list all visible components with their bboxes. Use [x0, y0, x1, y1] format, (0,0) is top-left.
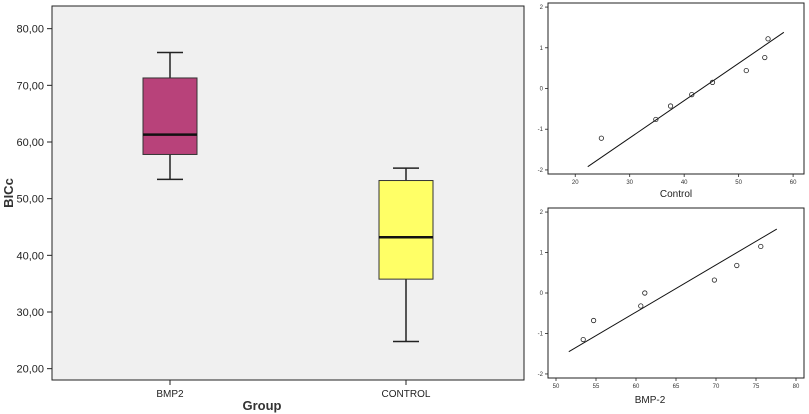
qq-control-x-tick-label: 20	[572, 180, 579, 186]
qq-control-title: Control	[660, 189, 692, 200]
qq-bmp2-point	[590, 317, 597, 324]
qq-bmp2-y-tick-label: 2	[540, 210, 544, 216]
qq-bmp2-x-tick-label: 75	[753, 384, 760, 390]
qq-bmp2-axes: 2 1 0 -1 -2 50 55 60 65 70 75 80	[538, 210, 800, 390]
qq-control-y-tick-label: 2	[540, 5, 544, 11]
qq-control-x-tick-label: 40	[681, 180, 688, 186]
qq-bmp2-x-tick-label: 80	[793, 384, 800, 390]
qq-control-reference-line	[587, 31, 785, 168]
qq-control-y-tick-label: 0	[540, 87, 544, 93]
qq-control-x-tick-label: 50	[735, 180, 742, 186]
qq-bmp2-x-tick-label: 55	[593, 384, 600, 390]
qq-bmp2-x-tick-label: 50	[553, 384, 560, 390]
qq-control-point	[689, 92, 695, 98]
qq-control-marks	[587, 31, 785, 168]
qq-bmp2-x-tick-label: 65	[673, 384, 680, 390]
boxplot-y-axis-title: BICc	[1, 178, 16, 208]
box-iqr	[378, 180, 434, 280]
qq-bmp2-marks	[568, 228, 778, 353]
qq-control-x-tick-label: 30	[626, 180, 633, 186]
boxplot-y-tick-label: 50,00	[16, 194, 44, 206]
qq-bmp2-title: BMP-2	[635, 395, 666, 406]
boxplot-y-tick-label: 20,00	[16, 364, 44, 376]
boxplot-marks	[142, 51, 434, 343]
boxplot-y-tick-label: 80,00	[16, 24, 44, 36]
qq-control-point	[709, 79, 716, 85]
boxplot-x-tick-label: CONTROL	[382, 389, 431, 400]
qq-bmp2-x-tick-label: 70	[713, 384, 720, 390]
qq-control-axes: 2 1 0 -1 -2 20 30 40 50 60	[538, 5, 797, 186]
qq-bmp2-y-tick-label: 0	[540, 291, 544, 297]
qq-bmp2-y-tick-label: -2	[538, 372, 544, 378]
qq-control-point	[667, 103, 674, 109]
box-iqr	[142, 77, 198, 155]
qq-control-y-tick-label: -1	[538, 127, 544, 133]
qq-panel-bmp2: 2 1 0 -1 -2 50 55 60 65 70 75 80 BMP-2	[538, 207, 805, 406]
boxplot-y-axis: 20,00 30,00 40,00 50,00 60,00 70,00 80,00	[16, 24, 52, 376]
qq-control-point	[765, 36, 771, 42]
qq-control-y-tick-label: 1	[540, 46, 544, 52]
boxplot-y-tick-label: 70,00	[16, 80, 44, 92]
qq-bmp2-point	[734, 262, 740, 269]
qq-control-point	[743, 67, 749, 74]
qq-control-point	[762, 54, 768, 61]
boxplot-x-axis-title: Group	[243, 398, 282, 413]
boxplot-x-axis: BMP2 CONTROL	[156, 380, 431, 400]
boxplot-y-tick-label: 30,00	[16, 307, 44, 319]
qq-control-plot-area	[547, 2, 805, 175]
boxplot-y-tick-label: 60,00	[16, 137, 44, 149]
qq-bmp2-point	[580, 336, 586, 343]
qq-bmp2-point	[758, 243, 764, 250]
qq-control-y-tick-label: -2	[538, 168, 544, 174]
qq-bmp2-x-tick-label: 60	[633, 384, 640, 390]
qq-control-x-tick-label: 60	[790, 180, 797, 186]
qq-bmp2-reference-line	[568, 228, 778, 353]
box-control	[378, 167, 434, 343]
boxplot-panel: 20,00 30,00 40,00 50,00 60,00 70,00 80,00 BMP2…	[1, 5, 525, 413]
qq-bmp2-y-tick-label: 1	[540, 251, 544, 257]
qq-bmp2-point	[638, 303, 644, 309]
qq-bmp2-point	[642, 290, 648, 296]
qq-control-point	[598, 135, 604, 141]
boxplot-x-tick-label: BMP2	[156, 389, 184, 400]
qq-bmp2-point	[711, 277, 718, 283]
qq-control-point	[653, 116, 659, 123]
qq-panel-control: 2 1 0 -1 -2 20 30 40 50 60 Control	[538, 2, 805, 200]
box-bmp2	[142, 51, 198, 181]
qq-bmp2-plot-area	[547, 207, 805, 379]
boxplot-plot-area	[51, 5, 525, 381]
qq-bmp2-y-tick-label: -1	[538, 331, 544, 337]
boxplot-y-tick-label: 40,00	[16, 250, 44, 262]
